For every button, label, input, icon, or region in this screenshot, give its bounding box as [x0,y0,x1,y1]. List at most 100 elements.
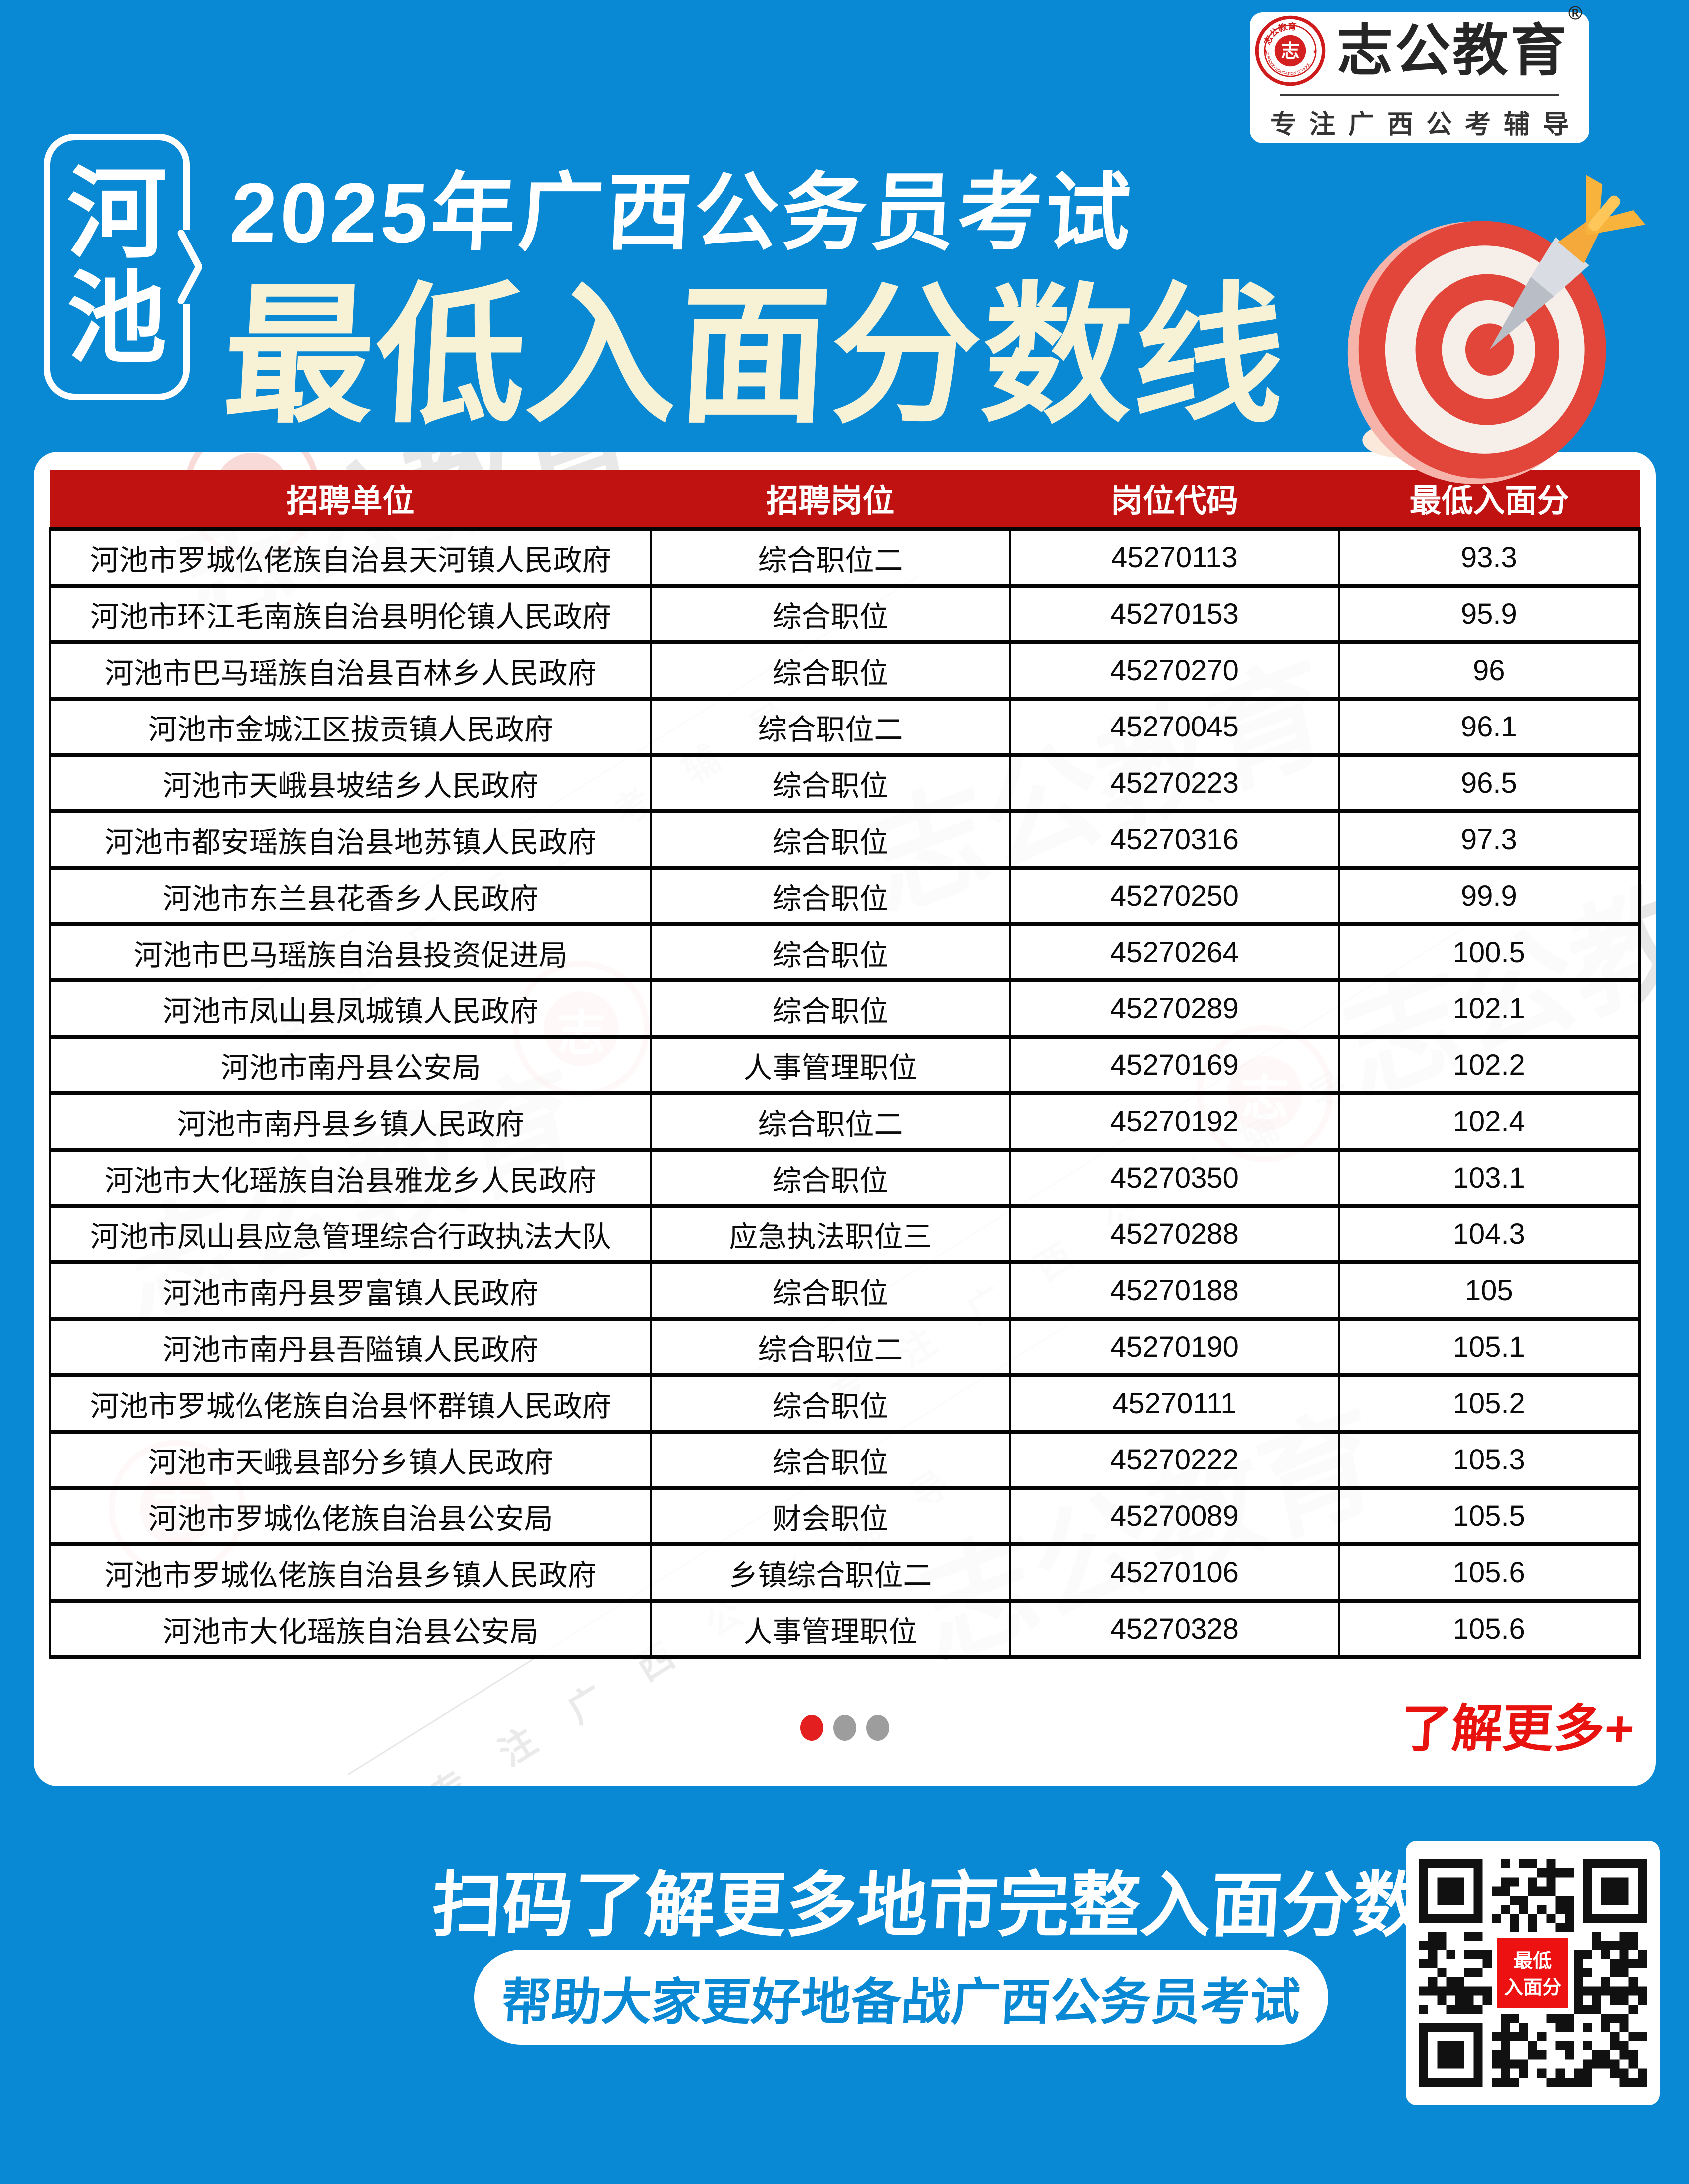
table-row: 河池市罗城仫佬族自治县怀群镇人民政府 综合职位 45270111 105.2 [49,1373,1641,1433]
cell-score: 96.5 [1338,753,1641,812]
cell-unit: 河池市天峨县坡结乡人民政府 [49,753,652,812]
table-header-row: 招聘单位 招聘岗位 岗位代码 最低入面分 [50,470,1640,529]
table-row: 河池市罗城仫佬族自治县天河镇人民政府 综合职位二 45270113 93.3 [49,527,1641,587]
table-row: 河池市金城江区拔贡镇人民政府 综合职位二 45270045 96.1 [49,697,1641,756]
score-table: 招聘单位 招聘岗位 岗位代码 最低入面分 河池市罗城仫佬族自治县天河镇人民政府 … [49,470,1641,1659]
svg-text:志: 志 [1281,40,1300,61]
cell-position: 综合职位二 [650,1317,1011,1376]
cell-score: 105.5 [1338,1486,1641,1545]
page-subtitle: 最低入面分数线 [219,272,1290,440]
cell-position: 人事管理职位 [650,1599,1011,1659]
cell-position: 综合职位 [650,866,1011,925]
cell-unit: 河池市东兰县花香乡人民政府 [49,866,652,925]
cell-code: 45270169 [1009,1035,1340,1094]
table-row: 河池市巴马瑶族自治县投资促进局 综合职位 45270264 100.5 [49,922,1641,981]
svg-text:★: ★ [1312,47,1318,55]
cell-score: 105.1 [1338,1317,1641,1376]
cell-unit: 河池市金城江区拔贡镇人民政府 [49,697,652,756]
cell-unit: 河池市凤山县凤城镇人民政府 [49,978,652,1038]
cell-unit: 河池市凤山县应急管理综合行政执法大队 [49,1204,652,1263]
cell-unit: 河池市罗城仫佬族自治县天河镇人民政府 [49,527,652,587]
cell-position: 综合职位 [650,1148,1011,1207]
cell-score: 105.6 [1338,1542,1641,1602]
cell-code: 45270089 [1009,1486,1340,1545]
cell-score: 93.3 [1338,527,1641,587]
cell-score: 103.1 [1338,1148,1641,1207]
cell-position: 应急执法职位三 [650,1204,1011,1263]
cell-position: 乡镇综合职位二 [650,1542,1011,1602]
cell-score: 95.9 [1338,584,1641,643]
cell-code: 45270192 [1009,1091,1340,1151]
cell-code: 45270153 [1009,584,1340,643]
cell-code: 45270316 [1009,809,1340,869]
cell-unit: 河池市都安瑶族自治县地苏镇人民政府 [49,809,652,869]
pagination [800,1715,889,1741]
svg-text:入面分: 入面分 [1504,1977,1561,1998]
qr-code: 最低 入面分 [1406,1841,1660,2105]
cell-position: 综合职位 [650,978,1011,1038]
table-row: 河池市巴马瑶族自治县百林乡人民政府 综合职位 45270270 96 [49,640,1641,700]
svg-text:★: ★ [1263,47,1268,55]
table-row: 河池市南丹县公安局 人事管理职位 45270169 102.2 [49,1035,1641,1094]
cell-unit: 河池市天峨县部分乡镇人民政府 [49,1430,652,1489]
cell-code: 45270111 [1009,1373,1340,1433]
cell-unit: 河池市巴马瑶族自治县投资促进局 [49,922,652,981]
cell-position: 综合职位二 [650,1091,1011,1151]
col-header-code: 岗位代码 [1010,470,1339,529]
cell-position: 综合职位 [650,753,1011,812]
cell-unit: 河池市大化瑶族自治县公安局 [49,1599,652,1659]
table-row: 河池市东兰县花香乡人民政府 综合职位 45270250 99.9 [49,866,1641,925]
brand-name: 志公教育® [1337,2,1584,82]
cell-code: 45270250 [1009,866,1340,925]
cell-score: 96.1 [1338,697,1641,756]
pagination-dot[interactable] [833,1715,856,1741]
cell-score: 105.2 [1338,1373,1641,1433]
learn-more-button[interactable]: 了解更多+ [1399,1700,1636,1757]
cell-unit: 河池市大化瑶族自治县雅龙乡人民政府 [49,1148,652,1207]
table-row: 河池市都安瑶族自治县地苏镇人民政府 综合职位 45270316 97.3 [49,809,1641,869]
table-row: 河池市天峨县坡结乡人民政府 综合职位 45270223 96.5 [49,753,1641,812]
score-table-card: 志公教育 志公教育 志公教育 志公教育 志公教育 专注广西公考辅导 专注广西公考… [34,452,1656,1786]
col-header-position: 招聘岗位 [651,470,1010,529]
svg-text:最低: 最低 [1513,1950,1552,1972]
table-row: 河池市罗城仫佬族自治县公安局 财会职位 45270089 105.5 [49,1486,1641,1545]
zhigong-seal-icon: 志公教育 ZHIGONG EDUCATION SCHOOL ★ ★ 志 [1255,15,1326,86]
cell-code: 45270045 [1009,697,1340,756]
cell-code: 45270106 [1009,1542,1340,1602]
cell-score: 97.3 [1338,809,1641,869]
cell-score: 100.5 [1338,922,1641,981]
cell-position: 人事管理职位 [650,1035,1011,1094]
city-char-2: 池 [66,263,167,375]
cell-unit: 河池市罗城仫佬族自治县乡镇人民政府 [49,1542,652,1602]
table-row: 河池市罗城仫佬族自治县乡镇人民政府 乡镇综合职位二 45270106 105.6 [49,1542,1641,1602]
cell-position: 综合职位 [650,1430,1011,1489]
cell-score: 105.6 [1338,1599,1641,1659]
table-row: 河池市大化瑶族自治县雅龙乡人民政府 综合职位 45270350 103.1 [49,1148,1641,1207]
logo-divider [1280,94,1559,96]
cell-score: 102.2 [1338,1035,1641,1094]
cell-code: 45270190 [1009,1317,1340,1376]
bubble-notch-icon [183,230,206,304]
cell-code: 45270222 [1009,1430,1340,1489]
cell-score: 104.3 [1338,1204,1641,1263]
cell-code: 45270264 [1009,922,1340,981]
cell-score: 102.4 [1338,1091,1641,1151]
cell-unit: 河池市巴马瑶族自治县百林乡人民政府 [49,640,652,700]
cell-code: 45270113 [1009,527,1340,587]
pagination-dot[interactable] [866,1715,889,1741]
cell-score: 99.9 [1338,866,1641,925]
footer-subline: 帮助大家更好地备战广西公务员考试 [500,1974,1302,2030]
cell-code: 45270270 [1009,640,1340,700]
cell-position: 综合职位 [650,922,1011,981]
pagination-dot-active[interactable] [800,1715,823,1741]
city-badge: 河 池 [44,134,190,400]
footer-headline: 扫码了解更多地市完整入面分数 [430,1866,1426,1945]
brand-tagline: 专注广西公考辅导 [1270,110,1582,139]
col-header-unit: 招聘单位 [50,470,651,529]
table-row: 河池市南丹县吾隘镇人民政府 综合职位二 45270190 105.1 [49,1317,1641,1376]
cell-unit: 河池市环江毛南族自治县明伦镇人民政府 [49,584,652,643]
city-char-1: 河 [66,159,167,270]
cell-code: 45270288 [1009,1204,1340,1263]
table-row: 河池市南丹县罗富镇人民政府 综合职位 45270188 105 [49,1260,1641,1320]
cell-position: 综合职位 [650,640,1011,700]
